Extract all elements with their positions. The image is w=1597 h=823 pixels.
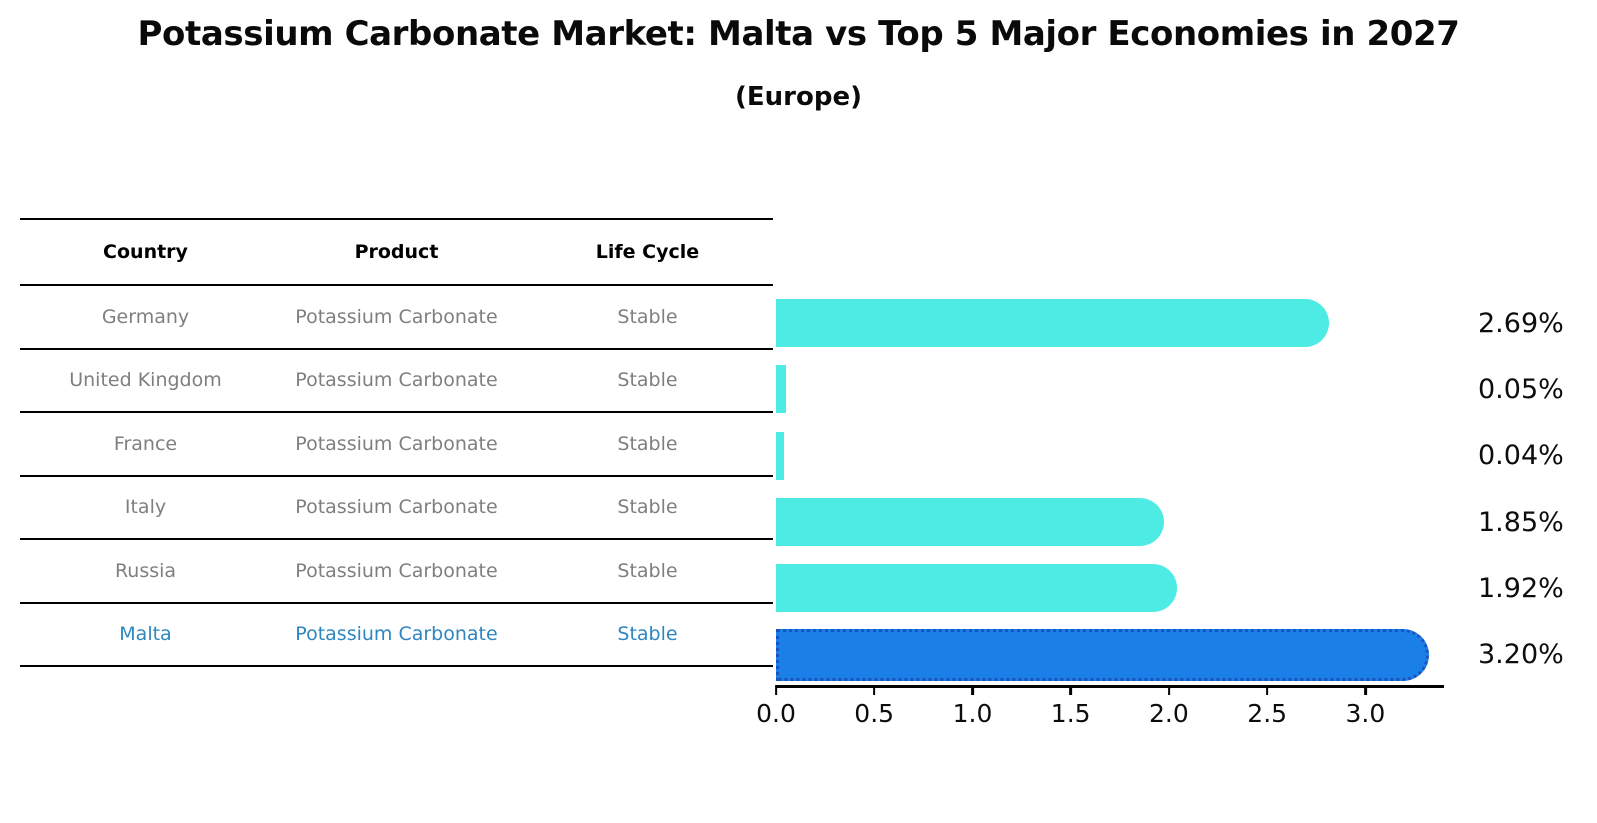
value-label-italy: 1.85% [1478, 506, 1564, 538]
bar-malta [776, 628, 1429, 681]
tick-label: 3.0 [1345, 699, 1386, 728]
tick-mark [872, 685, 876, 695]
table-row-russia: Russia Potassium Carbonate Stable [20, 539, 773, 604]
table-row-france: France Potassium Carbonate Stable [20, 412, 773, 477]
bar-chart: 0.0 0.5 1.0 1.5 2.0 2.5 [756, 290, 1444, 728]
bar-france [776, 431, 784, 480]
cell-lifecycle: Stable [522, 285, 773, 350]
x-axis-tick: 0.0 [756, 685, 796, 728]
cell-lifecycle: Stable [522, 539, 773, 604]
bar-united-kingdom [776, 365, 786, 414]
col-header-product: Product [271, 219, 522, 286]
cell-product: Potassium Carbonate [271, 348, 522, 413]
cell-country: Italy [20, 475, 271, 540]
col-header-country: Country [20, 219, 271, 286]
table-row-united-kingdom: United Kingdom Potassium Carbonate Stabl… [20, 348, 773, 413]
x-axis-tick: 1.0 [952, 685, 993, 728]
value-label-france: 0.04% [1478, 440, 1564, 472]
cell-product: Potassium Carbonate [271, 285, 522, 350]
country-table: Country Product Life Cycle Germany Potas… [20, 218, 773, 667]
table-header-row: Country Product Life Cycle [20, 219, 773, 286]
tick-label: 1.0 [952, 699, 993, 728]
bar-row [776, 356, 1444, 422]
bar-italy [776, 498, 1164, 547]
tick-mark [1167, 685, 1171, 695]
bar-russia [776, 564, 1178, 613]
value-label-malta: 3.20% [1478, 639, 1564, 671]
tick-label: 1.5 [1050, 699, 1091, 728]
table-row-germany: Germany Potassium Carbonate Stable [20, 285, 773, 350]
bar-row [776, 555, 1444, 621]
cell-country: United Kingdom [20, 348, 271, 413]
chart-title: Potassium Carbonate Market: Malta vs Top… [137, 14, 1460, 54]
cell-product: Potassium Carbonate [271, 539, 522, 604]
bar-row [776, 290, 1444, 356]
cell-lifecycle: Stable [522, 348, 773, 413]
x-axis-tick: 1.5 [1051, 685, 1091, 728]
value-labels: 2.69% 0.05% 0.04% 1.85% 1.92% 3.20% [1478, 290, 1564, 688]
bar-germany [776, 299, 1329, 348]
value-label-germany: 2.69% [1478, 307, 1564, 339]
cell-product: Potassium Carbonate [271, 602, 522, 667]
cell-country: Russia [20, 539, 271, 604]
tick-label: 2.5 [1247, 699, 1288, 728]
x-axis-tick: 0.5 [854, 685, 894, 728]
tick-label: 2.0 [1149, 699, 1189, 728]
cell-product: Potassium Carbonate [271, 412, 522, 477]
chart-subtitle: (Europe) [735, 82, 862, 112]
tick-label: 0.5 [854, 699, 895, 728]
bar-row [776, 489, 1444, 555]
tick-mark [1265, 685, 1269, 695]
bar-row [776, 423, 1444, 489]
x-axis-tick: 3.0 [1345, 685, 1386, 728]
tick-label: 0.0 [756, 699, 796, 728]
tick-mark [1364, 685, 1367, 695]
x-axis-tick: 2.0 [1149, 685, 1189, 728]
table-row-italy: Italy Potassium Carbonate Stable [20, 475, 773, 540]
col-header-lifecycle: Life Cycle [522, 219, 773, 286]
cell-product: Potassium Carbonate [271, 475, 522, 540]
cell-lifecycle: Stable [522, 412, 773, 477]
tick-mark [971, 685, 974, 695]
cell-country: France [20, 412, 271, 477]
x-axis-tick: 2.5 [1247, 685, 1287, 728]
cell-lifecycle: Stable [522, 602, 773, 667]
value-label-united-kingdom: 0.05% [1478, 373, 1564, 405]
bar-row [776, 622, 1444, 688]
tick-mark [774, 685, 778, 695]
table-row-malta: Malta Potassium Carbonate Stable [20, 602, 773, 667]
cell-country: Malta [20, 602, 271, 667]
value-label-russia: 1.92% [1478, 572, 1564, 604]
cell-lifecycle: Stable [522, 475, 773, 540]
tick-mark [1069, 685, 1072, 695]
cell-country: Germany [20, 285, 271, 350]
